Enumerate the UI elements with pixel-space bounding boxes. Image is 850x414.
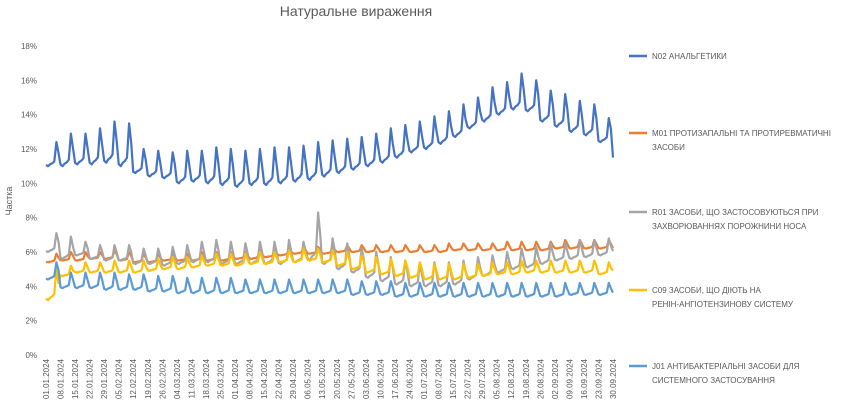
series-lines xyxy=(45,72,615,302)
x-tick-label: 26.08.2024 xyxy=(536,358,545,399)
legend: N02 АНАЛЬГЕТИКИ M01 ПРОТИЗАПАЛЬНІ ТА ПРОТ… xyxy=(629,52,831,385)
x-tick-label: 16.09.2024 xyxy=(580,358,589,399)
y-tick-label: 14% xyxy=(21,111,37,120)
x-tick-label: 27.05.2024 xyxy=(347,358,356,399)
x-tick-label: 15.07.2024 xyxy=(449,358,458,399)
y-tick-label: 2% xyxy=(25,317,37,326)
x-tick-label: 29.07.2024 xyxy=(478,358,487,399)
x-tick-label: 25.03.2024 xyxy=(216,358,225,399)
x-tick-label: 30.09.2024 xyxy=(609,358,618,399)
x-tick-label: 08.07.2024 xyxy=(435,358,444,399)
y-tick-label: 4% xyxy=(25,282,37,291)
y-tick-label: 8% xyxy=(25,214,37,223)
x-tick-label: 02.09.2024 xyxy=(551,358,560,399)
x-tick-label: 17.06.2024 xyxy=(391,358,400,399)
x-tick-label: 18.03.2024 xyxy=(202,358,211,399)
x-tick-label: 22.04.2024 xyxy=(275,358,284,399)
x-tick-label: 13.05.2024 xyxy=(318,358,327,399)
x-tick-label: 20.05.2024 xyxy=(333,358,342,399)
x-tick-label: 05.08.2024 xyxy=(493,358,502,399)
x-tick-label: 23.09.2024 xyxy=(594,358,603,399)
x-tick-label: 01.01.2024 xyxy=(42,358,51,399)
x-tick-label: 26.02.2024 xyxy=(158,358,167,399)
x-tick-label: 11.03.2024 xyxy=(187,358,196,398)
y-tick-label: 18% xyxy=(21,42,37,51)
x-tick-label: 08.04.2024 xyxy=(246,358,255,399)
series-line-5 xyxy=(45,261,614,298)
x-tick-label: 19.02.2024 xyxy=(144,358,153,399)
legend-label: C09 ЗАСОБИ, ЩО ДІЮТЬ НА xyxy=(652,286,762,295)
x-tick-label: 22.01.2024 xyxy=(86,358,95,399)
x-tick-label: 10.06.2024 xyxy=(376,358,385,399)
y-tick-label: 0% xyxy=(25,351,37,360)
legend-label: ЗАХВОРЮВАННЯХ ПОРОЖНИНИ НОСА xyxy=(652,222,807,231)
y-axis-ticks: 0% 2% 4% 6% 8% 10% 12% 14% 16% 18% xyxy=(21,42,37,360)
y-tick-label: 6% xyxy=(25,248,37,257)
legend-label: R01 ЗАСОБИ, ЩО ЗАСТОСОВУЮТЬСЯ ПРИ xyxy=(652,208,819,217)
x-tick-label: 01.07.2024 xyxy=(420,358,429,399)
x-tick-label: 12.02.2024 xyxy=(129,358,138,399)
y-tick-label: 12% xyxy=(21,145,37,154)
series-line-4 xyxy=(45,247,614,302)
x-tick-label: 15.04.2024 xyxy=(260,358,269,399)
legend-label: M01 ПРОТИЗАПАЛЬНІ ТА ПРОТИРЕВМАТИЧНІ xyxy=(652,129,831,138)
y-tick-label: 16% xyxy=(21,76,37,85)
series-line-1 xyxy=(45,72,615,188)
x-tick-label: 29.01.2024 xyxy=(100,358,109,399)
x-tick-label: 29.04.2024 xyxy=(289,358,298,399)
legend-label: СИСТЕМНОГО ЗАСТОСУВАННЯ xyxy=(652,376,775,385)
x-tick-label: 08.01.2024 xyxy=(57,358,66,399)
x-tick-label: 04.03.2024 xyxy=(173,358,182,399)
x-tick-label: 24.06.2024 xyxy=(405,358,414,399)
legend-label: N02 АНАЛЬГЕТИКИ xyxy=(652,52,727,61)
y-tick-label: 10% xyxy=(21,179,37,188)
x-tick-label: 12.08.2024 xyxy=(507,358,516,399)
legend-label: РЕНІН-АНГІОТЕНЗИНОВУ СИСТЕМУ xyxy=(652,300,794,309)
x-tick-label: 09.09.2024 xyxy=(565,358,574,399)
legend-label: ЗАСОБИ xyxy=(652,143,685,152)
x-axis-ticks: 01.01.2024 08.01.2024 15.01.2024 22.01.2024… xyxy=(42,358,618,399)
x-tick-label: 19.08.2024 xyxy=(522,358,531,399)
x-tick-label: 05.02.2024 xyxy=(115,358,124,399)
x-tick-label: 06.05.2024 xyxy=(304,358,313,399)
legend-label: J01 АНТИБАКТЕРІАЛЬНІ ЗАСОБИ ДЛЯ xyxy=(652,362,800,371)
y-axis-label: Частка xyxy=(4,187,14,216)
x-tick-label: 01.04.2024 xyxy=(231,358,240,399)
x-tick-label: 03.06.2024 xyxy=(362,358,371,399)
x-tick-label: 22.07.2024 xyxy=(464,358,473,399)
chart-title: Натуральне вираження xyxy=(280,3,432,19)
x-tick-label: 15.01.2024 xyxy=(71,358,80,399)
